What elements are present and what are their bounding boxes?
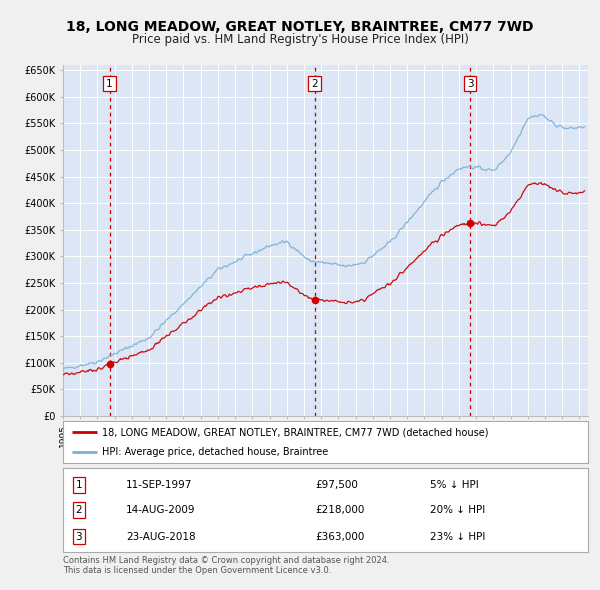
Text: 18, LONG MEADOW, GREAT NOTLEY, BRAINTREE, CM77 7WD: 18, LONG MEADOW, GREAT NOTLEY, BRAINTREE…	[66, 20, 534, 34]
Text: HPI: Average price, detached house, Braintree: HPI: Average price, detached house, Brai…	[103, 447, 329, 457]
Text: Price paid vs. HM Land Registry's House Price Index (HPI): Price paid vs. HM Land Registry's House …	[131, 33, 469, 46]
Text: £97,500: £97,500	[315, 480, 358, 490]
Text: 20% ↓ HPI: 20% ↓ HPI	[431, 505, 486, 514]
Text: 2: 2	[76, 505, 82, 514]
Text: 14-AUG-2009: 14-AUG-2009	[126, 505, 196, 514]
Text: 23-AUG-2018: 23-AUG-2018	[126, 532, 196, 542]
Text: 11-SEP-1997: 11-SEP-1997	[126, 480, 193, 490]
Text: 18, LONG MEADOW, GREAT NOTLEY, BRAINTREE, CM77 7WD (detached house): 18, LONG MEADOW, GREAT NOTLEY, BRAINTREE…	[103, 427, 489, 437]
Text: Contains HM Land Registry data © Crown copyright and database right 2024.: Contains HM Land Registry data © Crown c…	[63, 556, 389, 565]
Text: 2: 2	[311, 78, 318, 88]
Text: £363,000: £363,000	[315, 532, 364, 542]
Text: 23% ↓ HPI: 23% ↓ HPI	[431, 532, 486, 542]
Text: 3: 3	[76, 532, 82, 542]
Text: This data is licensed under the Open Government Licence v3.0.: This data is licensed under the Open Gov…	[63, 566, 331, 575]
Text: £218,000: £218,000	[315, 505, 364, 514]
Text: 3: 3	[467, 78, 473, 88]
Text: 1: 1	[106, 78, 113, 88]
Text: 5% ↓ HPI: 5% ↓ HPI	[431, 480, 479, 490]
Text: 1: 1	[76, 480, 82, 490]
